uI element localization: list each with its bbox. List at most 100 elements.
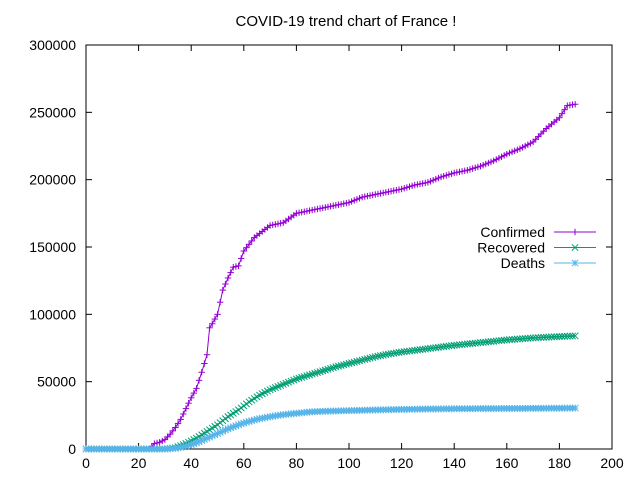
- data-point-confirmed: [185, 400, 192, 407]
- data-point-recovered: [300, 372, 308, 381]
- data-point-recovered: [319, 367, 327, 375]
- data-point-confirmed: [556, 114, 563, 121]
- data-point-recovered: [334, 362, 343, 370]
- legend-label-confirmed: Confirmed: [480, 224, 545, 240]
- data-point-recovered: [308, 370, 316, 378]
- data-point-recovered: [353, 357, 361, 366]
- data-point-recovered: [561, 332, 569, 340]
- x-axis: 0 20 40 60 80 100 120 140 160 180 200: [82, 45, 624, 471]
- data-point-recovered: [558, 332, 566, 340]
- x-tick-label: 80: [289, 455, 305, 471]
- legend-marker-deaths: [571, 259, 579, 267]
- y-tick-label: 150000: [29, 239, 76, 255]
- data-point-recovered: [571, 332, 579, 340]
- data-point-confirmed: [169, 427, 176, 435]
- data-point-recovered: [311, 369, 319, 377]
- data-point-recovered: [555, 332, 563, 341]
- x-tick-label: 40: [183, 455, 199, 471]
- y-axis: 0 50000 100000 150000 200000 250000 300000: [29, 37, 612, 457]
- data-point-recovered: [332, 363, 340, 371]
- data-point-recovered: [529, 334, 537, 342]
- series-deaths: [82, 404, 579, 453]
- data-point-confirmed: [561, 106, 568, 113]
- data-point-recovered: [366, 354, 374, 362]
- data-point-recovered: [545, 333, 553, 341]
- data-point-confirmed: [177, 416, 184, 423]
- data-point-confirmed: [166, 430, 174, 438]
- data-point-confirmed: [209, 320, 216, 327]
- data-point-confirmed: [243, 244, 250, 251]
- data-point-confirmed: [237, 255, 245, 262]
- data-point-recovered: [355, 357, 364, 365]
- x-tick-label: 160: [495, 455, 519, 471]
- data-point-recovered: [303, 372, 311, 380]
- data-point-confirmed: [214, 311, 221, 318]
- data-point-confirmed: [224, 274, 232, 282]
- data-point-recovered: [369, 353, 377, 361]
- data-point-confirmed: [180, 410, 187, 418]
- data-point-recovered: [363, 355, 371, 363]
- chart-title: COVID-19 trend chart of France !: [236, 13, 457, 30]
- data-point-confirmed: [172, 424, 179, 431]
- legend-marker-recovered: [571, 243, 579, 252]
- legend-label-recovered: Recovered: [477, 240, 545, 256]
- x-tick-label: 100: [337, 455, 361, 471]
- data-point-recovered: [327, 364, 335, 373]
- y-tick-label: 0: [68, 441, 76, 457]
- data-point-confirmed: [235, 262, 242, 270]
- data-point-recovered: [540, 333, 548, 341]
- data-point-recovered: [295, 374, 303, 382]
- data-point-confirmed: [182, 405, 190, 412]
- data-point-recovered: [313, 368, 321, 377]
- data-point-confirmed: [222, 280, 229, 288]
- data-point-confirmed: [558, 110, 566, 117]
- data-point-recovered: [305, 371, 314, 379]
- data-point-confirmed: [227, 269, 234, 276]
- data-point-recovered: [358, 356, 366, 364]
- y-tick-label: 300000: [29, 37, 76, 53]
- series-confirmed: [82, 101, 579, 453]
- y-tick-label: 100000: [29, 306, 76, 322]
- x-tick-label: 140: [443, 455, 467, 471]
- data-point-confirmed: [206, 324, 213, 331]
- data-point-confirmed: [203, 351, 211, 358]
- y-tick-label: 250000: [29, 104, 76, 120]
- data-point-confirmed: [211, 315, 219, 323]
- data-point-recovered: [542, 333, 550, 341]
- data-point-recovered: [361, 355, 369, 364]
- data-point-recovered: [550, 333, 558, 341]
- data-point-confirmed: [245, 241, 253, 248]
- data-point-recovered: [321, 366, 329, 374]
- data-point-recovered: [534, 334, 542, 342]
- data-point-confirmed: [193, 385, 200, 392]
- y-tick-label: 50000: [37, 374, 76, 390]
- x-tick-label: 60: [236, 455, 252, 471]
- data-point-recovered: [566, 332, 574, 340]
- data-point-recovered: [298, 373, 306, 381]
- data-point-recovered: [316, 368, 324, 376]
- series-layer: [82, 101, 579, 453]
- data-point-recovered: [568, 332, 577, 340]
- data-point-recovered: [345, 359, 353, 368]
- data-point-confirmed: [195, 377, 203, 384]
- data-point-recovered: [342, 360, 350, 368]
- data-point-confirmed: [201, 360, 208, 367]
- data-point-confirmed: [198, 369, 205, 376]
- data-point-confirmed: [571, 101, 579, 108]
- data-point-confirmed: [190, 389, 198, 397]
- legend-label-deaths: Deaths: [501, 255, 545, 271]
- data-point-confirmed: [240, 247, 247, 255]
- data-point-recovered: [563, 332, 571, 340]
- legend-marker-confirmed: [571, 228, 579, 236]
- x-tick-label: 200: [600, 455, 624, 471]
- data-point-recovered: [532, 334, 540, 342]
- data-point-confirmed: [174, 420, 182, 427]
- data-point-recovered: [350, 358, 358, 366]
- data-point-confirmed: [188, 394, 195, 402]
- x-tick-label: 0: [82, 455, 90, 471]
- data-point-deaths: [571, 404, 579, 412]
- data-point-recovered: [547, 333, 556, 341]
